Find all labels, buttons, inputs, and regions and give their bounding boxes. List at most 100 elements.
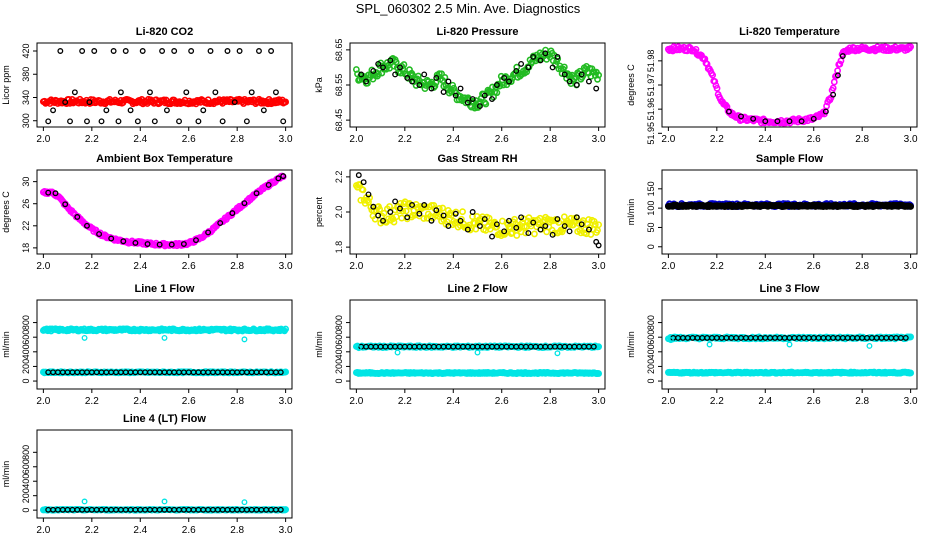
series-2-5-min-averages [355, 172, 602, 249]
y-axis-label: ml/min [1, 331, 11, 358]
data-point [84, 118, 90, 125]
data-point [229, 210, 236, 217]
y-axis-label: kPa [314, 77, 324, 93]
data-point [469, 209, 476, 215]
chart-title: Li-820 Temperature [739, 26, 840, 38]
y-tick-label: 30 [21, 177, 31, 187]
x-tick-label: 2.2 [710, 261, 724, 272]
series-2-5-min-averages [358, 343, 597, 350]
data-point [595, 221, 603, 229]
x-tick-label: 2.0 [36, 134, 50, 145]
data-point [357, 196, 365, 204]
data-point [481, 216, 488, 222]
data-point [457, 217, 464, 224]
x-tick-label: 3.0 [904, 396, 918, 407]
data-point [530, 219, 537, 226]
data-point [593, 85, 600, 92]
data-point [452, 92, 459, 99]
y-tick-label: 200 [21, 359, 31, 374]
chart-box-temp: Ambient Box Temperature degrees C 2.0 2.2 2.… [1, 153, 293, 272]
data-point [482, 100, 490, 108]
data-point [706, 341, 713, 348]
data-point [590, 217, 598, 225]
data-point [241, 336, 248, 343]
data-point [71, 89, 78, 96]
y-tick-label: 600 [334, 330, 344, 345]
series-10-sec-points [39, 95, 290, 108]
data-point [280, 173, 287, 180]
data-point [493, 221, 500, 228]
data-point [428, 85, 435, 92]
data-point [79, 48, 86, 54]
y-axis-label: ml/min [626, 331, 636, 358]
y-tick-label: 51.96 [646, 98, 656, 121]
data-point [387, 57, 394, 64]
y-axis-label: degrees C [1, 191, 11, 233]
data-point [365, 198, 372, 206]
y-tick-label: 0 [334, 379, 344, 384]
data-point [500, 81, 507, 89]
data-point [762, 118, 769, 125]
data-point [224, 48, 231, 54]
data-point [829, 84, 837, 92]
data-point [559, 225, 567, 233]
chart-co2: Li-820 CO2 Licor ppm 2.0 2.2 2.4 2.6 2.8 3.0 300… [1, 26, 293, 145]
data-point [457, 85, 464, 92]
data-point [750, 115, 757, 122]
data-point [200, 107, 207, 114]
y-tick-label: 1.8 [334, 241, 344, 254]
y-tick-label: 51.97 [646, 74, 656, 97]
data-point [45, 118, 52, 125]
y-tick-label: 800 [21, 445, 31, 460]
data-point [275, 175, 282, 182]
data-point [476, 223, 483, 230]
data-point [513, 224, 520, 231]
data-point [496, 82, 504, 90]
data-point [265, 182, 272, 188]
data-point [416, 210, 423, 217]
data-point [476, 103, 483, 110]
data-point [117, 89, 124, 96]
chart-rh: Gas Stream RH percent 2.0 2.2 2.4 2.6 2.8 3.0 1.… [314, 153, 606, 272]
data-point [98, 118, 105, 125]
x-tick-label: 2.8 [230, 396, 244, 407]
x-tick-label: 2.4 [446, 134, 460, 145]
data-point [830, 78, 838, 86]
data-point [441, 73, 449, 81]
data-point [578, 221, 585, 228]
data-point [45, 189, 52, 196]
y-tick-label: 340 [21, 90, 31, 105]
x-tick-label: 3.0 [592, 396, 606, 407]
x-tick-label: 3.0 [904, 261, 918, 272]
y-tick-label: 600 [646, 330, 656, 345]
data-point [537, 57, 544, 64]
data-point [375, 70, 382, 78]
data-point [501, 228, 508, 235]
series-outliers [81, 498, 248, 506]
data-point [127, 107, 134, 114]
x-tick-label: 2.4 [133, 525, 147, 536]
series-lower [352, 369, 603, 377]
x-tick-label: 2.6 [182, 134, 196, 145]
y-tick-label: 200 [646, 359, 656, 374]
y-tick-label: 800 [334, 315, 344, 330]
series-10-sec-points [664, 43, 915, 127]
data-point [554, 53, 561, 60]
x-tick-label: 2.6 [807, 261, 821, 272]
data-point [375, 212, 382, 219]
data-point [50, 107, 57, 114]
data-point [420, 215, 428, 222]
y-tick-label: 51.95 [646, 122, 656, 145]
series-10-sec-points [352, 46, 603, 112]
data-point [404, 75, 411, 81]
series-lower [664, 368, 915, 377]
x-tick-label: 3.0 [904, 134, 918, 145]
data-point [439, 204, 447, 212]
y-tick-label: 68.55 [334, 74, 344, 97]
data-point [359, 186, 367, 194]
chart-line4: Line 4 (LT) Flow ml/min 2.0 2.2 2.4 2.6 2.8 3.0… [1, 413, 293, 536]
series-2-5-min-averages [45, 173, 287, 248]
data-point [399, 65, 407, 73]
data-point [392, 198, 399, 205]
plot-frame [36, 42, 293, 128]
